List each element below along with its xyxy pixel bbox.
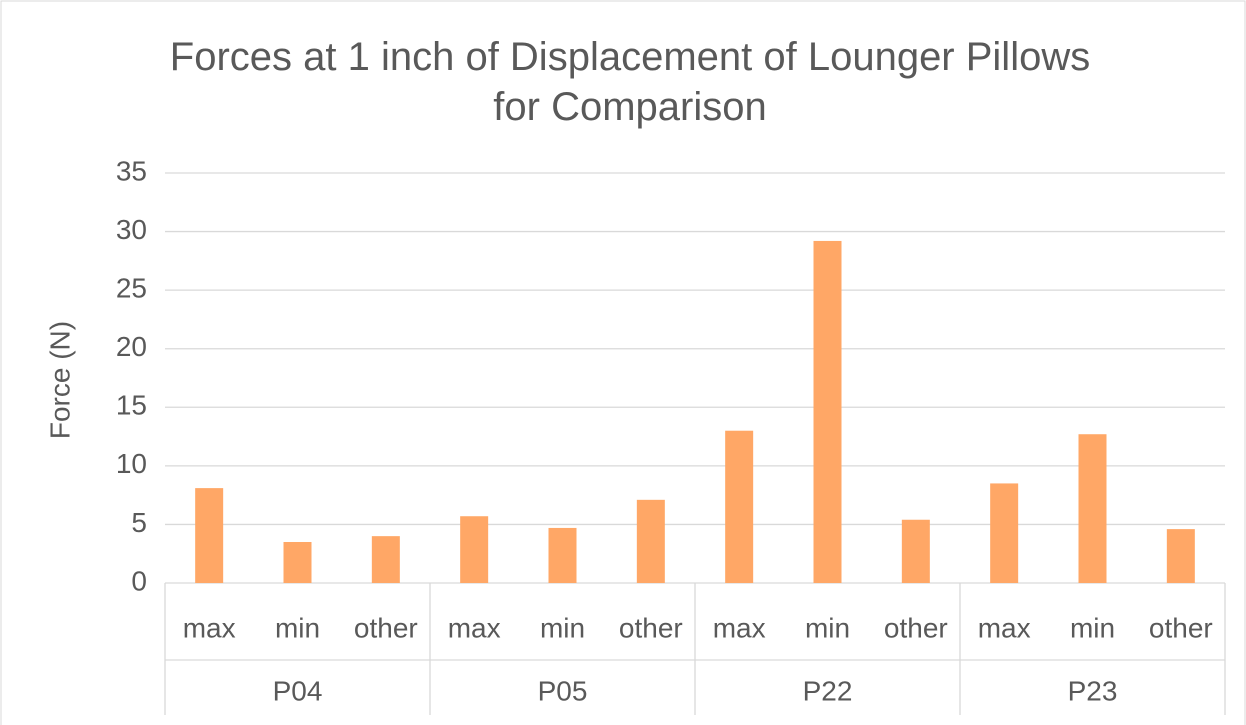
- x-tick-label: min: [540, 612, 585, 643]
- x-tick-label: other: [619, 612, 683, 643]
- bar: [636, 499, 665, 583]
- bar: [548, 527, 577, 583]
- y-tick-label: 15: [116, 390, 147, 421]
- y-tick-label: 5: [131, 507, 147, 538]
- x-tick-label: other: [354, 612, 418, 643]
- x-tick-label: max: [448, 612, 501, 643]
- x-tick-label: max: [978, 612, 1031, 643]
- x-tick-label: min: [275, 612, 320, 643]
- bar: [901, 519, 930, 583]
- bar: [725, 430, 754, 583]
- bar: [283, 542, 312, 583]
- x-tick-label: other: [1149, 612, 1213, 643]
- bar: [1078, 434, 1107, 583]
- x-tick-label: max: [713, 612, 766, 643]
- bar: [195, 488, 224, 583]
- y-tick-label: 10: [116, 448, 147, 479]
- bar: [990, 483, 1019, 583]
- x-tick-label: min: [805, 612, 850, 643]
- y-tick-label: 35: [116, 155, 147, 186]
- x-tick-label: min: [1070, 612, 1115, 643]
- group-label: P23: [1068, 675, 1118, 706]
- group-label: P04: [273, 675, 323, 706]
- y-tick-label: 0: [131, 565, 147, 596]
- bar: [460, 516, 489, 583]
- bar: [371, 536, 400, 583]
- bar: [1166, 529, 1195, 583]
- bar: [813, 240, 842, 583]
- y-axis-label: Force (N): [44, 321, 75, 439]
- group-label: P22: [803, 675, 853, 706]
- group-label: P05: [538, 675, 588, 706]
- y-tick-label: 20: [116, 331, 147, 362]
- x-tick-label: other: [884, 612, 948, 643]
- y-tick-label: 25: [116, 273, 147, 304]
- x-tick-label: max: [183, 612, 236, 643]
- y-tick-label: 30: [116, 214, 147, 245]
- chart-title: Forces at 1 inch of Displacement of Loun…: [169, 35, 1091, 129]
